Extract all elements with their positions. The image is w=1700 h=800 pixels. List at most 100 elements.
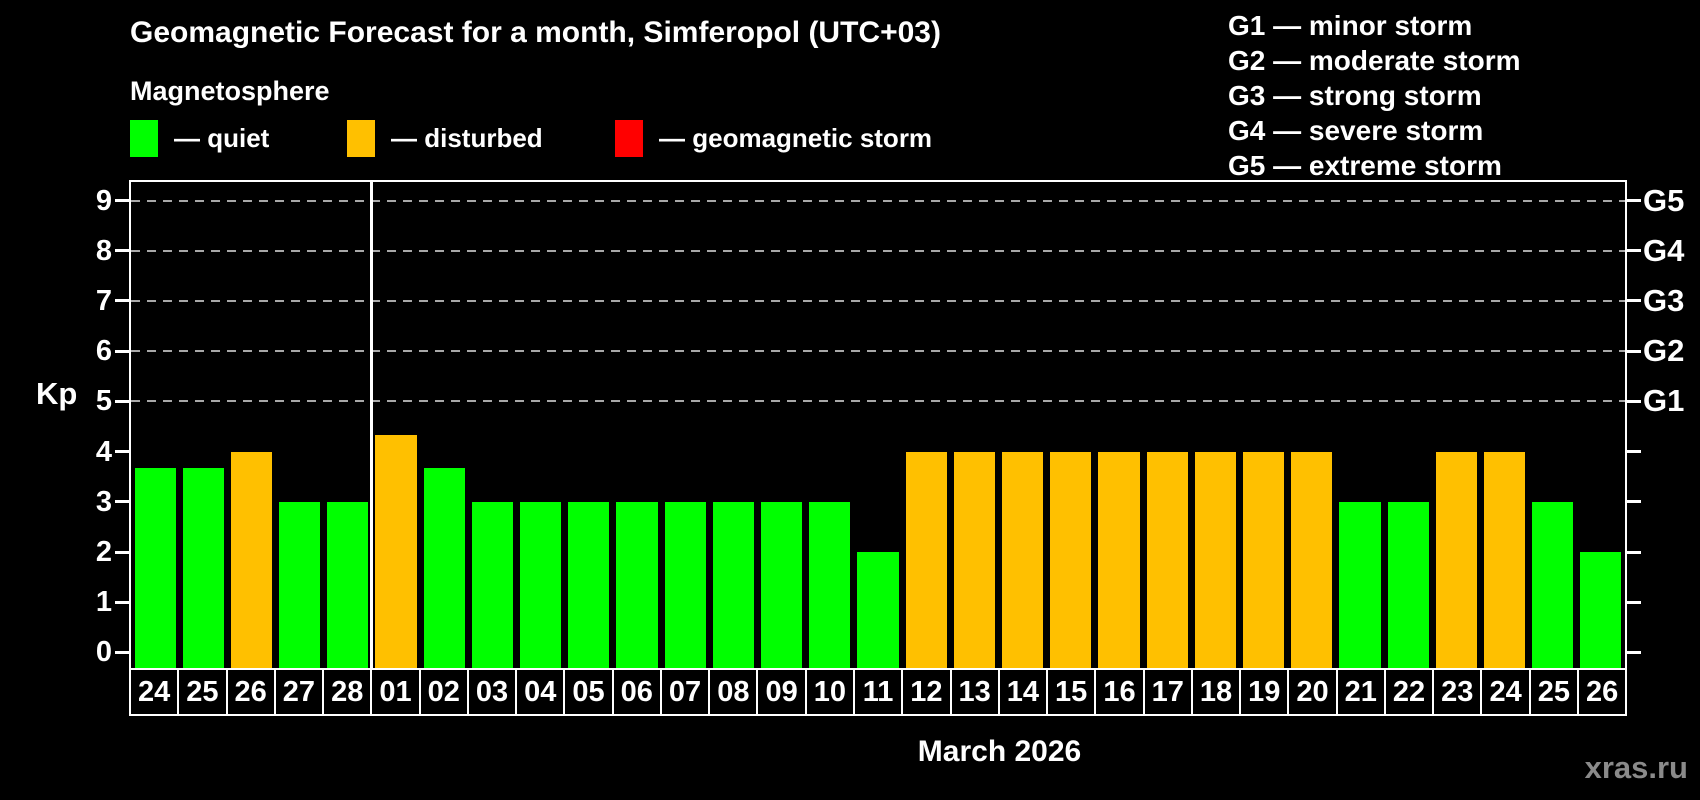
day-label-11: 11 (852, 668, 904, 716)
day-label-26: 26 (225, 668, 276, 716)
bar-day-25 (182, 468, 224, 670)
day-label-20: 20 (1287, 668, 1338, 716)
storm-scale-g2: G2 — moderate storm (1228, 45, 1521, 76)
right-tick-1 (1627, 600, 1641, 604)
gridline-kp-8 (131, 249, 1625, 252)
bar-day-11 (857, 552, 899, 670)
bar-day-13 (953, 451, 995, 670)
bar-day-21 (1339, 501, 1381, 670)
bar-day-24 (134, 468, 176, 670)
y-tick-label-3: 3 (95, 485, 112, 518)
storm-scale-g5: G5 — extreme storm (1228, 150, 1502, 181)
day-label-14: 14 (997, 668, 1049, 716)
day-label-06: 06 (611, 668, 662, 716)
day-label-15: 15 (1046, 668, 1097, 716)
bar-day-17 (1146, 451, 1188, 670)
right-tick-8 (1627, 249, 1641, 253)
day-label-03: 03 (466, 668, 518, 716)
day-label-28: 28 (322, 668, 373, 716)
legend-item-quiet: — quiet (130, 119, 269, 157)
bar-day-26 (1580, 552, 1622, 670)
disturbed-color-swatch (347, 119, 375, 157)
bar-day-27 (279, 501, 321, 670)
y-tick-label-9: 9 (95, 184, 112, 217)
bar-day-28 (327, 501, 369, 670)
day-label-08: 08 (708, 668, 759, 716)
magnetosphere-label: Magnetosphere (130, 76, 330, 106)
left-tick-9 (115, 199, 129, 203)
legend-label-storm: — geomagnetic storm (659, 122, 933, 153)
right-tick-4 (1627, 450, 1641, 454)
x-axis-day-labels: 24 25 26 27 28 01 02 03 04 05 06 07 08 09 10 11 12 13 14 15… (129, 668, 1628, 716)
day-label-12: 12 (901, 668, 952, 716)
day-label-13: 13 (949, 668, 1000, 716)
day-label-19: 19 (1239, 668, 1290, 716)
day-label-27: 27 (273, 668, 325, 716)
day-label-07: 07 (659, 668, 711, 716)
left-tick-5 (115, 399, 129, 403)
right-tick-0 (1627, 650, 1641, 654)
right-tick-2 (1627, 550, 1641, 554)
gridline-kp-5 (131, 400, 1625, 403)
bar-day-03 (471, 501, 514, 670)
x-axis-title: March 2026 (917, 735, 1082, 768)
bar-day-02 (423, 468, 465, 670)
bar-day-05 (568, 501, 610, 670)
legend-label-quiet: — quiet (174, 122, 270, 153)
left-tick-7 (115, 299, 129, 303)
day-label-04: 04 (515, 668, 566, 716)
plot-area (115, 180, 1641, 672)
day-label-25: 25 (1528, 668, 1579, 716)
left-tick-4 (115, 450, 129, 454)
y-tick-label-2: 2 (95, 536, 112, 569)
day-label-09: 09 (756, 668, 807, 716)
day-label-21: 21 (1335, 668, 1386, 716)
storm-scale-g3: G3 — strong storm (1228, 80, 1482, 111)
day-label-02: 02 (418, 668, 469, 716)
right-axis-label-g2: G2 (1643, 333, 1685, 369)
quiet-color-swatch (130, 119, 158, 157)
right-axis-label-g3: G3 (1643, 282, 1685, 318)
right-axis-label-g1: G1 (1643, 383, 1685, 419)
bar-day-09 (761, 501, 803, 670)
storm-scale-legend: G1 — minor storm G2 — moderate storm G3 … (1228, 8, 1521, 183)
bar-day-08 (712, 501, 754, 670)
right-axis-label-g4: G4 (1643, 232, 1685, 268)
month-separator-line (370, 182, 374, 670)
right-tick-9 (1627, 199, 1641, 203)
bar-day-24 (1483, 451, 1526, 670)
bar-day-01 (375, 435, 417, 670)
day-label-05: 05 (563, 668, 614, 716)
bar-day-25 (1532, 501, 1574, 670)
left-tick-8 (115, 249, 129, 253)
day-label-26: 26 (1576, 668, 1628, 716)
bar-day-20 (1291, 451, 1333, 670)
y-tick-label-8: 8 (95, 234, 112, 267)
bar-day-04 (520, 501, 562, 670)
storm-color-swatch (615, 119, 643, 157)
storm-scale-g4: G4 — severe storm (1228, 115, 1484, 146)
legend-label-disturbed: — disturbed (391, 122, 543, 153)
storm-scale-g1: G1 — minor storm (1228, 10, 1473, 41)
bar-day-16 (1098, 451, 1140, 670)
legend-item-storm: — geomagnetic storm (615, 119, 932, 157)
day-label-16: 16 (1094, 668, 1145, 716)
left-tick-6 (115, 349, 129, 353)
left-tick-2 (115, 550, 129, 554)
day-label-23: 23 (1432, 668, 1483, 716)
bar-day-07 (664, 501, 706, 670)
bar-day-18 (1194, 451, 1236, 670)
day-label-17: 17 (1142, 668, 1193, 716)
day-label-01: 01 (370, 668, 421, 716)
bar-day-06 (616, 501, 658, 670)
bar-day-10 (809, 501, 851, 670)
day-label-25: 25 (177, 668, 228, 716)
bar-day-12 (905, 451, 947, 670)
bar-day-23 (1435, 451, 1477, 670)
bar-day-26 (230, 451, 273, 670)
day-label-24: 24 (129, 668, 180, 716)
legend-item-disturbed: — disturbed (347, 119, 543, 157)
right-tick-5 (1627, 399, 1641, 403)
y-tick-label-0: 0 (95, 636, 112, 669)
